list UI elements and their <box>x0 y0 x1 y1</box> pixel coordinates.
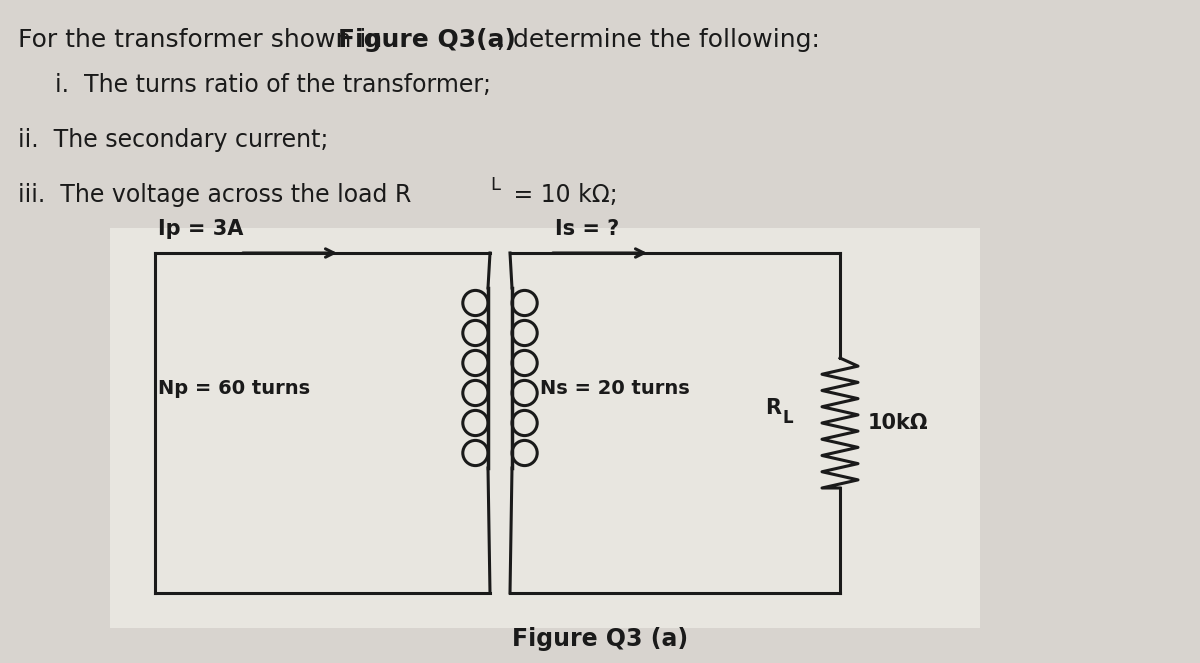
Text: For the transformer shown in: For the transformer shown in <box>18 28 390 52</box>
Text: iii.  The voltage across the load R: iii. The voltage across the load R <box>18 183 412 207</box>
Text: i.  The turns ratio of the transformer;: i. The turns ratio of the transformer; <box>55 73 491 97</box>
Text: L: L <box>490 176 500 194</box>
Text: Figure Q3 (a): Figure Q3 (a) <box>512 627 688 651</box>
Text: R: R <box>766 398 781 418</box>
Text: Figure Q3(a): Figure Q3(a) <box>338 28 516 52</box>
Text: Ns = 20 turns: Ns = 20 turns <box>540 379 690 398</box>
Text: ii.  The secondary current;: ii. The secondary current; <box>18 128 329 152</box>
Text: , determine the following:: , determine the following: <box>497 28 820 52</box>
Text: 10kΩ: 10kΩ <box>868 413 929 433</box>
Text: = 10 kΩ;: = 10 kΩ; <box>506 183 618 207</box>
Text: Np = 60 turns: Np = 60 turns <box>158 379 310 398</box>
Text: Is = ?: Is = ? <box>554 219 619 239</box>
Bar <box>110 228 980 628</box>
Text: L: L <box>784 409 793 427</box>
Text: Ip = 3A: Ip = 3A <box>158 219 244 239</box>
